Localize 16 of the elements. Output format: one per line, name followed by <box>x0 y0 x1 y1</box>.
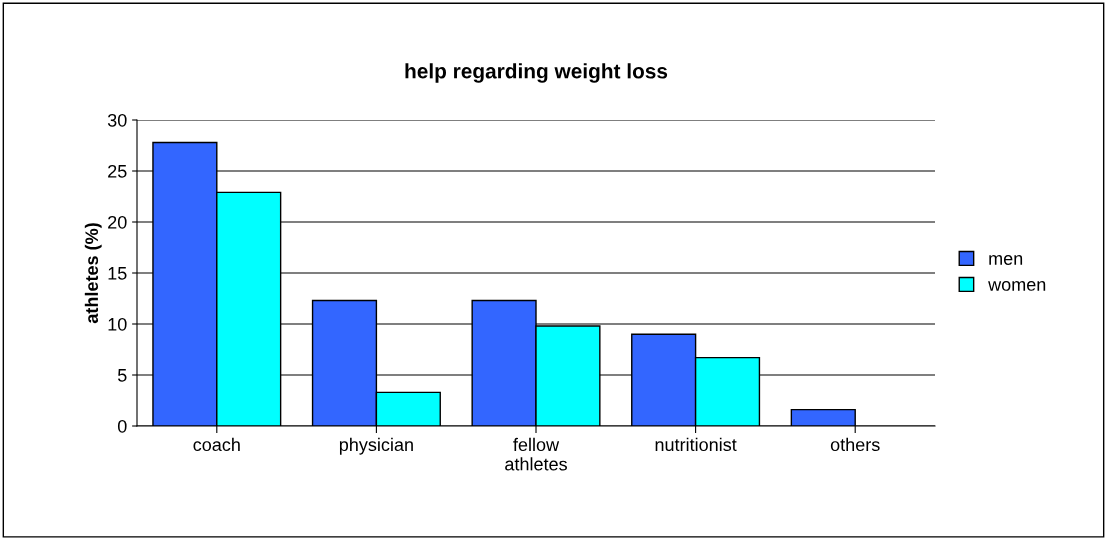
x-tick-label: physician <box>339 437 413 455</box>
y-tick-label: 5 <box>117 369 127 382</box>
x-tick-label: fellow athletes <box>505 437 567 471</box>
y-tick-label: 20 <box>108 215 127 229</box>
x-tick-label: nutritionist <box>655 437 737 452</box>
y-tick-label: 30 <box>107 113 127 127</box>
y-tick-label: 15 <box>108 267 127 280</box>
y-axis-title: athletes (%) <box>84 223 102 324</box>
chart-title: help regarding weight loss <box>405 63 668 83</box>
y-tick-label: 10 <box>108 317 127 331</box>
legend-label: men <box>989 255 1023 265</box>
x-tick-label: others <box>830 437 880 452</box>
y-tick-label: 25 <box>108 164 127 178</box>
x-tick-label: coach <box>193 437 240 452</box>
legend-label: women <box>988 280 1046 291</box>
y-tick-label: 0 <box>117 419 127 433</box>
